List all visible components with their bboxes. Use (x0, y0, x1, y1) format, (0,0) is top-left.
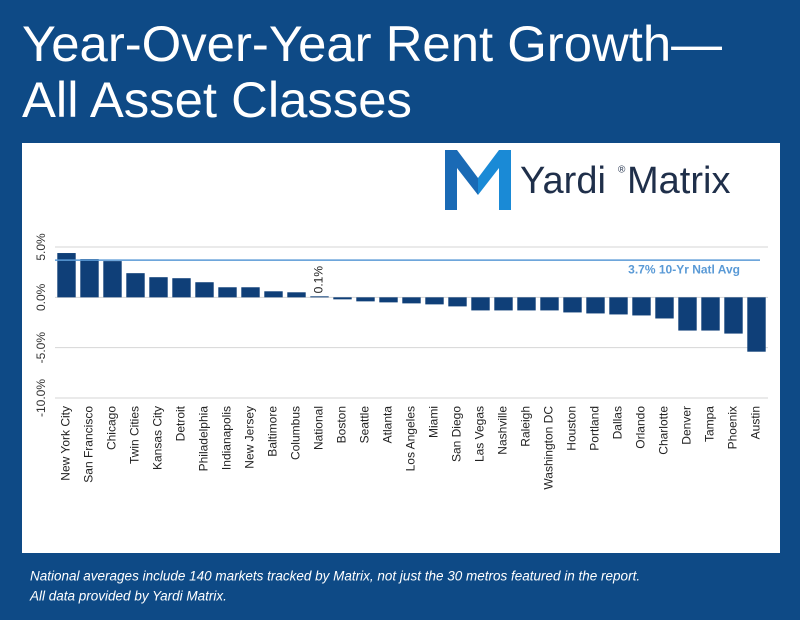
title-line: Year-Over-Year Rent Growth— (22, 16, 722, 72)
logo-product: Matrix (627, 160, 730, 202)
x-tick-label: Columbus (289, 406, 303, 460)
x-tick-label: New York City (59, 406, 73, 481)
bar (402, 297, 421, 304)
x-tick-label: Miami (427, 406, 441, 438)
bar (333, 297, 352, 300)
x-tick-label: Tampa (703, 406, 717, 442)
bar (310, 296, 329, 298)
bar (425, 297, 444, 305)
x-tick-label: Atlanta (381, 406, 395, 444)
x-tick-label: Charlotte (657, 406, 671, 455)
bar (563, 297, 582, 313)
x-tick-label: Seattle (358, 406, 372, 444)
footnote: All data provided by Yardi Matrix. (29, 589, 227, 604)
bar (701, 297, 720, 331)
bar (586, 297, 605, 314)
bar (195, 282, 214, 298)
x-tick-label: San Francisco (82, 406, 96, 483)
x-tick-label: Dallas (611, 406, 625, 439)
y-tick-label: -10.0% (34, 379, 48, 417)
bar (724, 297, 743, 334)
x-tick-label: Houston (565, 406, 579, 451)
bar (471, 297, 490, 311)
bar (448, 297, 467, 307)
bar (356, 297, 375, 302)
x-tick-label: Nashville (496, 406, 510, 455)
x-tick-label: Austin (749, 406, 763, 439)
x-tick-label: San Diego (450, 406, 464, 462)
bar (57, 253, 76, 298)
x-tick-label: Phoenix (726, 406, 740, 449)
y-tick-label: 0.0% (34, 283, 48, 311)
logo-brand: Yardi (520, 160, 606, 202)
x-tick-label: New Jersey (243, 406, 257, 469)
bar (655, 297, 674, 319)
x-tick-label: Las Vegas (473, 406, 487, 462)
bar (172, 278, 191, 298)
footnote: National averages include 140 markets tr… (30, 569, 640, 584)
bar (747, 297, 766, 352)
x-tick-label: Baltimore (266, 406, 280, 457)
bar (80, 259, 99, 298)
value-label: 0.1% (312, 266, 326, 294)
logo-mark: ® (618, 165, 626, 176)
reference-label: 3.7% 10-Yr Natl Avg (628, 262, 740, 276)
bar (379, 297, 398, 303)
bar (517, 297, 536, 311)
bar (241, 287, 260, 298)
plot: -10.0% -5.0% 0.0% 5.0% New York City San Fran… (34, 233, 768, 490)
bar (287, 292, 306, 298)
x-tick-label: Washington DC (542, 406, 556, 490)
y-tick-label: -5.0% (34, 332, 48, 364)
x-tick-label: Chicago (105, 406, 119, 450)
x-tick-label: Raleigh (519, 406, 533, 447)
bar (126, 273, 145, 298)
bar (264, 291, 283, 298)
bar (609, 297, 628, 315)
logo-icon (445, 150, 511, 210)
bar (218, 287, 237, 298)
bar (103, 261, 122, 298)
bar (494, 297, 513, 311)
title-line: All Asset Classes (22, 72, 412, 128)
x-tick-label: Philadelphia (197, 406, 211, 472)
bar (632, 297, 651, 316)
x-tick-label: Los Angeles (404, 406, 418, 471)
bar (678, 297, 697, 331)
x-tick-label: National (312, 406, 326, 450)
x-tick-label: Denver (680, 406, 694, 445)
x-tick-label: Boston (335, 406, 349, 443)
bar (149, 277, 168, 298)
x-tick-label: Twin Cities (128, 406, 142, 464)
x-tick-label: Indianapolis (220, 406, 234, 470)
x-tick-label: Portland (588, 406, 602, 451)
x-tick-label: Detroit (174, 405, 188, 441)
x-tick-label: Kansas City (151, 406, 165, 470)
bar (540, 297, 559, 311)
x-tick-label: Orlando (634, 406, 648, 449)
y-tick-label: 5.0% (34, 233, 48, 261)
